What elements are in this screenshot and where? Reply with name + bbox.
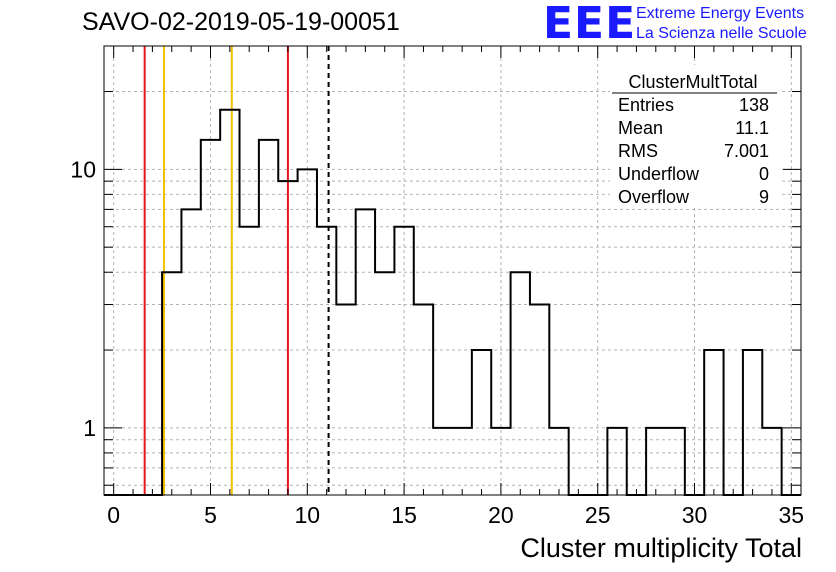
histogram-bin <box>453 428 472 495</box>
histogram-bin <box>298 169 317 495</box>
y-tick-label: 1 <box>83 415 96 441</box>
axes: 0 5 10 15 20 25 30 35 1 10 <box>70 45 805 528</box>
histogram-bin <box>259 140 278 495</box>
stats-value: 9 <box>759 187 769 207</box>
histogram-bin <box>530 305 549 495</box>
histogram-bin <box>743 350 762 495</box>
histogram-bin <box>414 305 433 495</box>
histogram-bin <box>375 272 394 495</box>
x-tick-label: 0 <box>107 502 120 528</box>
x-tick-label: 5 <box>204 502 217 528</box>
histogram-bin <box>356 209 375 495</box>
histogram-bin <box>549 428 568 495</box>
histogram-bin <box>472 350 491 495</box>
stats-box-title: ClusterMultTotal <box>628 72 757 92</box>
plot-frame <box>103 45 802 496</box>
histogram-bin <box>181 209 200 495</box>
stats-value: 0 <box>759 164 769 184</box>
x-tick-label: 30 <box>682 502 708 528</box>
stats-value: 11.1 <box>735 118 769 138</box>
stats-label: Overflow <box>618 187 690 207</box>
y-tick-label: 10 <box>70 156 96 182</box>
stats-box: ClusterMultTotal Entries 138 Mean 11.1 RMS 7.0… <box>610 65 780 207</box>
chart-title: SAVO-02-2019-05-19-00051 <box>82 8 400 36</box>
histogram-bin <box>220 110 239 495</box>
x-tick-label: 20 <box>488 502 514 528</box>
eee-logo: EEE <box>543 0 637 49</box>
logo-caption-line1: Extreme Energy Events <box>636 5 805 22</box>
histogram-bin <box>336 305 355 495</box>
x-tick-label: 35 <box>779 502 805 528</box>
grid <box>104 45 801 495</box>
histogram-bin <box>240 227 259 495</box>
stats-value: 138 <box>739 95 769 115</box>
stats-label: Entries <box>618 95 674 115</box>
histogram-bin <box>317 227 336 495</box>
histogram-bin <box>511 272 530 495</box>
x-tick-label: 15 <box>391 502 417 528</box>
histogram-bin <box>704 350 723 495</box>
reference-lines <box>143 46 330 495</box>
x-axis-title: Cluster multiplicity Total <box>520 533 802 563</box>
logo-caption: Extreme Energy Events La Scienza nelle S… <box>636 4 807 44</box>
x-tick-label: 25 <box>585 502 611 528</box>
stats-label: Underflow <box>618 164 700 184</box>
x-tick-label: 10 <box>294 502 320 528</box>
stats-box-bg <box>610 65 780 205</box>
stats-label: Mean <box>618 118 663 138</box>
logo-caption-line2: La Scienza nelle Scuole <box>636 25 807 42</box>
stats-value: 7.001 <box>724 141 769 161</box>
stats-label: RMS <box>618 141 658 161</box>
